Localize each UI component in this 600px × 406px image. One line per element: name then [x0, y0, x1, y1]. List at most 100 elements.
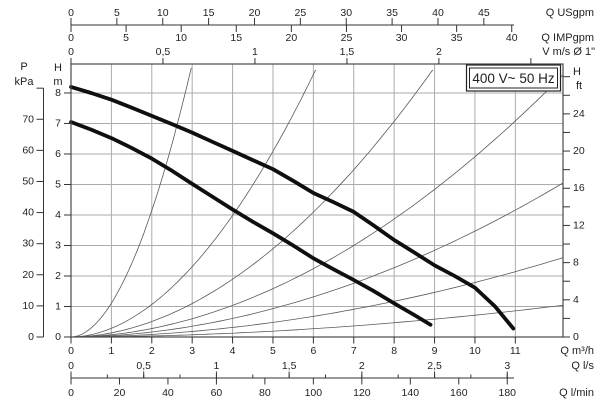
- axis-tick-label: 5: [114, 7, 120, 19]
- axis-tick-label: 35: [451, 32, 463, 44]
- axis-title-hm: m: [53, 76, 62, 88]
- axis-tick-label: 1: [213, 360, 219, 372]
- pump-curves: [69, 85, 516, 331]
- axis-tick-label: 9: [432, 345, 438, 357]
- axis-tick-label: 0: [573, 331, 579, 343]
- system-curve-6: [71, 257, 564, 338]
- voltage-frequency-box: 400 V~ 50 Hz: [465, 64, 562, 92]
- axis-tick-label: 60: [211, 387, 223, 399]
- axis-tick-label: 1: [55, 300, 61, 312]
- voltage-box-inner: [469, 67, 558, 89]
- axis-title-ls: Q l/s: [571, 360, 594, 372]
- axis-tick-label: 0,5: [156, 46, 171, 58]
- axis-tick-label: 25: [295, 7, 307, 19]
- axis-tick-label: 10: [22, 300, 34, 312]
- axis-tick-label: 4: [230, 345, 236, 357]
- axis-tick-label: 120: [353, 387, 371, 399]
- axis-hm: 0 1 2 3 4 5 6 7 8 Hm: [53, 62, 71, 343]
- axis-tick-label: 8: [573, 257, 579, 269]
- axis-tick-label: 70: [22, 113, 34, 125]
- axis-title-hft: H: [573, 66, 581, 78]
- axis-usgpm: 0 5 10 15 20 25 30 35 40 45 Q USgpm: [68, 7, 594, 26]
- axis-tick-label: 3: [55, 239, 61, 251]
- axis-tick-label: 25: [341, 32, 353, 44]
- axis-tick-label: 0: [28, 331, 34, 343]
- voltage-frequency-label: 400 V~ 50 Hz: [472, 71, 554, 86]
- axis-tick-label: 80: [259, 387, 271, 399]
- axis-tick-label: 2: [436, 46, 442, 58]
- axis-tick-label: 1: [252, 46, 258, 58]
- axis-title-hm: H: [54, 62, 62, 74]
- axis-tick-label: 6: [55, 148, 61, 160]
- axis-tick-label: 5: [55, 178, 61, 190]
- axis-tick-label: 20: [22, 269, 34, 281]
- axis-tick-label: 50: [22, 175, 34, 187]
- axis-title-kpa: kPa: [15, 76, 35, 88]
- axis-m3h: 0 1 2 3 4 5 6 7 8 9 10 11 Q m³/h: [68, 337, 594, 357]
- pump-curve-lower: [69, 120, 433, 327]
- axis-tick-label: 20: [249, 7, 261, 19]
- axis-lmin: 0 20 40 60 80 100 120 140 160 180 Q l/min: [68, 378, 594, 399]
- axis-tick-label: 0: [68, 387, 74, 399]
- pump-curve-upper: [69, 85, 516, 331]
- axis-tick-label: 8: [55, 87, 61, 99]
- axis-tick-label: 40: [22, 207, 34, 219]
- axis-tick-label: 0,5: [136, 360, 151, 372]
- axis-impgpm: 0 5 10 15 20 25 30 35 40 Q IMPgpm: [68, 25, 594, 44]
- grid: [71, 64, 563, 337]
- axis-tick-label: 1: [108, 345, 114, 357]
- axis-tick-label: 16: [573, 182, 585, 194]
- axis-tick-label: 2: [359, 360, 365, 372]
- axis-tick-label: 20: [286, 32, 298, 44]
- system-curve-7: [71, 304, 564, 338]
- axis-tick-label: 40: [506, 32, 518, 44]
- voltage-box-outer: [465, 64, 562, 92]
- axis-tick-label: 15: [203, 7, 215, 19]
- axis-tick-label: 0: [68, 345, 74, 357]
- axis-title-usgpm: Q USgpm: [546, 7, 594, 19]
- axis-tick-label: 2: [55, 270, 61, 282]
- axis-tick-label: 11: [510, 345, 521, 357]
- axis-title-m3h: Q m³/h: [560, 345, 594, 357]
- axis-tick-label: 7: [55, 117, 61, 129]
- system-curve-5: [71, 182, 564, 338]
- axis-tick-label: 140: [402, 387, 420, 399]
- system-curves: [70, 67, 564, 338]
- axis-title-impgpm: Q IMPgpm: [541, 32, 594, 44]
- axis-tick-label: 10: [469, 345, 481, 357]
- axis-tick-label: 4: [573, 294, 579, 306]
- axis-ls: 0 0,5 1 1,5 2 2,5 3 Q l/s: [68, 360, 594, 379]
- system-curve-1: [70, 67, 192, 338]
- axis-tick-label: 7: [351, 345, 357, 357]
- axis-tick-label: 180: [498, 387, 516, 399]
- axis-tick-label: 5: [270, 345, 276, 357]
- axis-tick-label: 30: [22, 238, 34, 250]
- axis-tick-label: 3: [189, 345, 195, 357]
- axis-tick-label: 100: [305, 387, 323, 399]
- axis-tick-label: 24: [573, 108, 585, 120]
- axis-tick-label: 0: [55, 331, 61, 343]
- axis-title-vms: V m/s Ø 1": [542, 46, 595, 58]
- system-curve-4: [70, 74, 564, 338]
- axis-tick-label: 0: [68, 46, 74, 58]
- axis-title-lmin: Q l/min: [559, 387, 594, 399]
- axis-tick-label: 6: [310, 345, 316, 357]
- axis-tick-label: 30: [396, 32, 408, 44]
- axis-tick-label: 60: [22, 144, 34, 156]
- axis-tick-label: 40: [162, 387, 174, 399]
- axis-tick-label: 0: [68, 360, 74, 372]
- axis-tick-label: 160: [450, 387, 468, 399]
- axis-tick-label: 1,5: [340, 46, 355, 58]
- axis-tick-label: 10: [157, 7, 169, 19]
- axis-tick-label: 3: [504, 360, 510, 372]
- axis-tick-label: 0: [68, 7, 74, 19]
- axis-tick-label: 35: [386, 7, 398, 19]
- axis-tick-label: 4: [55, 209, 61, 221]
- axis-title-hft: ft: [576, 80, 582, 92]
- axis-tick-label: 20: [573, 145, 585, 157]
- axis-tick-label: 5: [123, 32, 129, 44]
- system-curve-2: [70, 69, 316, 338]
